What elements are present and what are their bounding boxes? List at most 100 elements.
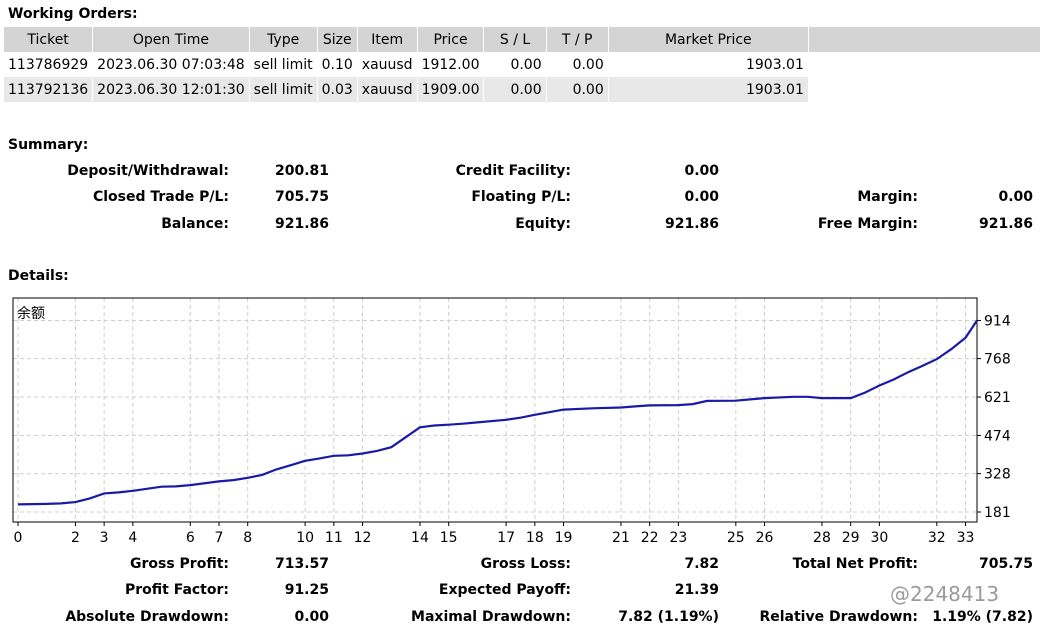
profit-factor-value: 91.25	[284, 582, 329, 598]
x-tick-label: 10	[296, 530, 314, 546]
closed-trade-pl-label: Closed Trade P/L:	[92, 189, 229, 205]
cell-ticket: 113786929	[4, 52, 94, 77]
table-header-row: Ticket Open Time Type Size Item Price S …	[4, 27, 1041, 52]
cell-tp: 0.00	[546, 77, 609, 102]
column-header-sl[interactable]: S / L	[483, 27, 547, 52]
gross-profit-label: Gross Profit:	[129, 556, 229, 572]
y-tick-label: 914	[984, 313, 1011, 329]
x-tick-label: 28	[813, 530, 831, 546]
cell-market-price: 1903.01	[608, 52, 809, 77]
cell-sl: 0.00	[483, 77, 547, 102]
x-tick-label: 32	[928, 530, 946, 546]
floating-pl-value: 0.00	[684, 189, 719, 205]
column-header-ticket[interactable]: Ticket	[4, 27, 94, 52]
column-header-market-price[interactable]: Market Price	[608, 27, 809, 52]
credit-facility-label: Credit Facility:	[455, 163, 571, 179]
column-header-type[interactable]: Type	[249, 27, 318, 52]
x-tick-label: 8	[243, 530, 252, 546]
x-tick-label: 2	[71, 530, 80, 546]
x-tick-label: 23	[669, 530, 687, 546]
y-tick-label: 621	[984, 390, 1011, 406]
chart-grid	[13, 298, 977, 522]
y-axis-ticks: 181 328 474 621 768 914	[977, 313, 1011, 521]
table-row[interactable]: 113792136 2023.06.30 12:01:30 sell limit…	[4, 77, 1041, 102]
x-tick-label: 26	[756, 530, 774, 546]
x-tick-label: 12	[354, 530, 372, 546]
deposit-value: 200.81	[274, 163, 329, 179]
balance-label: Balance:	[161, 216, 229, 232]
cell-ticket: 113792136	[4, 77, 94, 102]
cell-open-time: 2023.06.30 12:01:30	[92, 77, 250, 102]
x-tick-label: 7	[215, 530, 224, 546]
gross-loss-label: Gross Loss:	[480, 556, 571, 572]
absolute-drawdown-value: 0.00	[294, 609, 329, 625]
equity-label: Equity:	[515, 216, 571, 232]
x-tick-label: 0	[14, 530, 23, 546]
column-header-size[interactable]: Size	[317, 27, 358, 52]
column-header-open-time[interactable]: Open Time	[92, 27, 250, 52]
x-axis-ticks: 0 2 3 4 6 7 8 10 11 12 14 15 17 18 19 21 22 23 25 26 28 29 30 3…	[14, 522, 975, 546]
absolute-drawdown-label: Absolute Drawdown:	[65, 609, 229, 625]
expected-payoff-value: 21.39	[674, 582, 719, 598]
chart-title: 余额	[17, 305, 45, 322]
cell-blank	[808, 77, 1041, 102]
cell-size: 0.10	[317, 52, 358, 77]
cell-blank	[808, 52, 1041, 77]
working-orders-table: Ticket Open Time Type Size Item Price S …	[4, 27, 1041, 102]
credit-facility-value: 0.00	[684, 163, 719, 179]
x-tick-label: 19	[555, 530, 573, 546]
column-header-item[interactable]: Item	[357, 27, 418, 52]
cell-size: 0.03	[317, 77, 358, 102]
cell-type: sell limit	[249, 77, 318, 102]
floating-pl-label: Floating P/L:	[471, 189, 571, 205]
profit-factor-label: Profit Factor:	[124, 582, 229, 598]
x-tick-label: 21	[612, 530, 630, 546]
margin-label: Margin:	[857, 189, 918, 205]
x-tick-label: 30	[870, 530, 888, 546]
cell-price: 1909.00	[417, 77, 485, 102]
x-tick-label: 25	[727, 530, 745, 546]
x-tick-label: 11	[325, 530, 343, 546]
cell-item: xauusd	[357, 77, 418, 102]
x-tick-label: 3	[100, 530, 109, 546]
maximal-drawdown-label: Maximal Drawdown:	[411, 609, 571, 625]
relative-drawdown-label: Relative Drawdown:	[759, 609, 918, 625]
cell-item: xauusd	[357, 52, 418, 77]
x-tick-label: 22	[641, 530, 659, 546]
x-tick-label: 14	[411, 530, 429, 546]
balance-value: 921.86	[274, 216, 329, 232]
gross-loss-value: 7.82	[684, 556, 719, 572]
x-tick-label: 15	[440, 530, 458, 546]
column-header-blank	[808, 27, 1041, 52]
x-tick-label: 33	[957, 530, 975, 546]
details-title: Details:	[8, 268, 69, 284]
working-orders-title: Working Orders:	[8, 6, 138, 22]
x-tick-label: 29	[842, 530, 860, 546]
table-row[interactable]: 113786929 2023.06.30 07:03:48 sell limit…	[4, 52, 1041, 77]
cell-tp: 0.00	[546, 52, 609, 77]
expected-payoff-label: Expected Payoff:	[438, 582, 571, 598]
cell-sl: 0.00	[483, 52, 547, 77]
x-tick-label: 18	[526, 530, 544, 546]
total-net-profit-value: 705.75	[978, 556, 1033, 572]
margin-value: 0.00	[998, 189, 1033, 205]
x-tick-label: 4	[128, 530, 137, 546]
closed-trade-pl-value: 705.75	[274, 189, 329, 205]
chart-plot-frame	[12, 297, 978, 523]
column-header-price[interactable]: Price	[417, 27, 485, 52]
gross-profit-value: 713.57	[274, 556, 329, 572]
y-tick-label: 328	[984, 467, 1011, 483]
cell-open-time: 2023.06.30 07:03:48	[92, 52, 250, 77]
watermark: @2248413	[890, 582, 1000, 606]
summary-title: Summary:	[8, 137, 89, 153]
x-tick-label: 17	[497, 530, 515, 546]
cell-type: sell limit	[249, 52, 318, 77]
relative-drawdown-value: 1.19% (7.82)	[932, 609, 1033, 625]
cell-price: 1912.00	[417, 52, 485, 77]
column-header-tp[interactable]: T / P	[546, 27, 609, 52]
y-tick-label: 768	[984, 352, 1011, 368]
free-margin-value: 921.86	[978, 216, 1033, 232]
free-margin-label: Free Margin:	[817, 216, 918, 232]
y-tick-label: 181	[984, 505, 1011, 521]
